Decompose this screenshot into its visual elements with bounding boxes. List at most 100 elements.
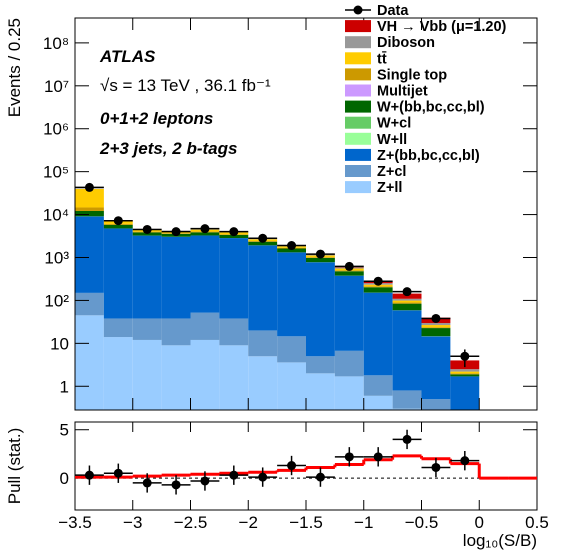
data-point <box>229 470 239 480</box>
x-tick-label: 0 <box>475 513 484 532</box>
stack-segment <box>450 371 480 374</box>
stack-segment <box>75 216 104 293</box>
data-point <box>200 224 210 234</box>
stack-segment <box>363 375 393 396</box>
stack-segment <box>392 310 422 391</box>
x-tick-label: −2.5 <box>174 513 208 532</box>
stack-segment <box>392 302 422 304</box>
y-tick-label: 5 <box>60 421 69 440</box>
data-point <box>344 452 354 462</box>
stack-segment <box>248 330 278 357</box>
stack-segment <box>75 315 104 410</box>
stack-segment <box>219 238 249 319</box>
legend-swatch <box>345 20 371 33</box>
data-point <box>402 287 412 297</box>
legend-swatch <box>345 116 371 129</box>
legend-swatch <box>345 132 371 145</box>
data-point <box>287 241 297 251</box>
stack-segment <box>132 235 162 319</box>
legend-label: W+cl <box>377 116 411 132</box>
x-tick-label: −0.5 <box>405 513 439 532</box>
stack-segment <box>306 257 335 263</box>
y-tick-label: 10² <box>44 291 69 310</box>
stack-segment <box>363 395 393 410</box>
data-point <box>373 452 383 462</box>
stack-segment <box>103 318 133 338</box>
stack-segment <box>103 337 133 410</box>
region-label: 0+1+2 leptons <box>100 109 213 128</box>
legend-swatch <box>345 148 371 161</box>
data-point <box>113 468 123 478</box>
stack-segment <box>248 356 278 410</box>
data-point <box>402 434 412 444</box>
x-tick-label: −3.5 <box>58 513 92 532</box>
data-point <box>431 462 441 472</box>
stack-segment <box>392 303 422 311</box>
stack-segment <box>219 318 249 346</box>
stack-segment <box>334 350 364 377</box>
stack-segment <box>306 356 335 374</box>
stack-segment <box>161 345 191 410</box>
legend-swatch <box>345 36 371 49</box>
data-point <box>113 216 123 226</box>
stack-segment <box>75 188 104 208</box>
stack-segment <box>421 328 451 337</box>
stack-segment <box>219 345 249 410</box>
x-tick-label: −3 <box>123 513 142 532</box>
y-tick-label: 10³ <box>44 249 69 268</box>
data-point <box>460 351 470 361</box>
stack-segment <box>363 292 393 376</box>
energy-label: √s = 13 TeV , 36.1 fb⁻¹ <box>100 76 271 95</box>
experiment-label: ATLAS <box>99 47 156 66</box>
data-point <box>142 224 152 234</box>
stack-segment <box>363 286 393 288</box>
stack-segment <box>306 373 335 410</box>
x-tick-label: −2 <box>239 513 258 532</box>
stack-segment <box>190 235 220 313</box>
stack-segment <box>421 323 451 326</box>
legend-label: Single top <box>377 67 447 83</box>
data-point <box>258 472 268 482</box>
legend-swatch <box>345 52 371 65</box>
data-point <box>200 476 210 486</box>
data-point <box>84 182 94 192</box>
legend-label: Z+cl <box>377 164 406 180</box>
stack-segment <box>392 300 422 303</box>
y-tick-label: 0 <box>60 469 69 488</box>
data-point <box>229 227 239 237</box>
stack-segment <box>277 362 306 410</box>
data-point <box>431 313 441 323</box>
data-point <box>258 233 268 243</box>
stack-segment <box>421 327 451 329</box>
y-tick-label: 10⁶ <box>43 120 69 139</box>
legend-label: W+ll <box>377 132 407 148</box>
y-tick-label: 10⁸ <box>43 34 69 53</box>
legend-label: W+(bb,bc,cc,bl) <box>377 100 485 116</box>
legend-label: Data <box>377 3 409 19</box>
stack-segment <box>306 262 335 357</box>
stack-segment <box>75 210 104 217</box>
legend-label: Z+(bb,bc,cc,bl) <box>377 148 480 164</box>
data-point <box>460 456 470 466</box>
y-tick-label: 1 <box>60 377 69 396</box>
y-tick-label: 10⁵ <box>43 163 69 182</box>
legend-label: VH → Vbb (μ=1.20) <box>377 19 507 35</box>
stack-segment <box>248 245 278 331</box>
stack-segment <box>392 293 422 299</box>
region-label: 2+3 jets, 2 b-tags <box>99 139 237 158</box>
stack-segment <box>421 325 451 328</box>
stack-segment <box>277 248 306 253</box>
stack-segment <box>450 369 480 372</box>
data-point <box>287 461 297 471</box>
stack-segment <box>277 336 306 363</box>
data-point <box>171 480 181 490</box>
stack-segment <box>190 232 220 236</box>
stack-segment <box>334 271 364 276</box>
legend-label: tt̄ <box>377 50 387 67</box>
stack-segment <box>161 318 191 346</box>
legend-label: Multijet <box>377 84 428 100</box>
stack-segment <box>450 373 480 375</box>
legend-swatch <box>345 68 371 81</box>
legend-swatch <box>345 84 371 97</box>
